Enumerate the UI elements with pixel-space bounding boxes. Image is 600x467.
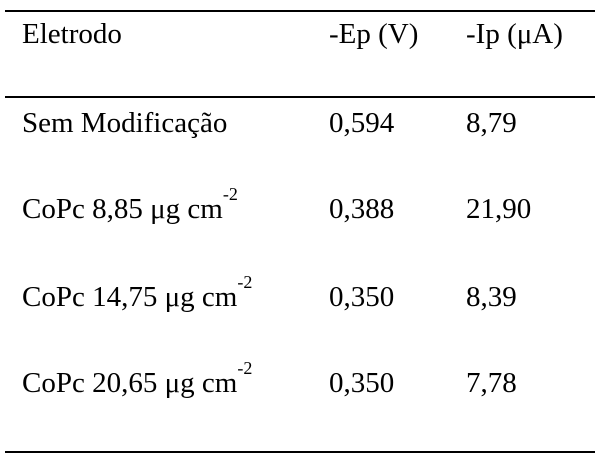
- bottom-rule: [5, 451, 595, 453]
- table-row: CoPc 8,85 μg cm-2 0,388 21,90: [0, 185, 600, 229]
- top-rule: [5, 10, 595, 12]
- electrode-name: Sem Modificação: [22, 107, 228, 139]
- table-row: CoPc 14,75 μg cm-2 0,350 8,39: [0, 273, 600, 317]
- ep-cell: 0,350: [329, 281, 395, 313]
- electrode-cell: Sem Modificação: [22, 103, 227, 143]
- header-ep: -Ep (V): [329, 18, 419, 50]
- header-rule: [5, 96, 595, 98]
- header-electrode: Eletrodo: [22, 18, 122, 50]
- electrode-name: CoPc 14,75 μg cm: [22, 281, 238, 313]
- ep-cell: 0,594: [329, 107, 395, 139]
- table-row: CoPc 20,65 μg cm-2 0,350 7,78: [0, 359, 600, 403]
- ip-cell: 7,78: [466, 367, 517, 399]
- electrode-cell: CoPc 20,65 μg cm-2: [22, 359, 252, 403]
- ip-cell: 8,39: [466, 281, 517, 313]
- header-ip: -Ip (μA): [466, 18, 563, 50]
- electrode-name: CoPc 20,65 μg cm: [22, 367, 238, 399]
- ip-cell: 21,90: [466, 193, 532, 225]
- ep-cell: 0,388: [329, 193, 395, 225]
- unit-exponent: -2: [237, 358, 253, 378]
- electrode-name: CoPc 8,85 μg cm: [22, 193, 223, 225]
- table-row: Sem Modificação 0,594 8,79: [0, 103, 600, 143]
- electrode-cell: CoPc 8,85 μg cm-2: [22, 185, 238, 229]
- table-header-row: Eletrodo -Ep (V) -Ip (μA): [0, 14, 600, 54]
- unit-exponent: -2: [222, 184, 238, 204]
- ip-cell: 8,79: [466, 107, 517, 139]
- electrode-cell: CoPc 14,75 μg cm-2: [22, 273, 252, 317]
- unit-exponent: -2: [237, 272, 253, 292]
- ep-cell: 0,350: [329, 367, 395, 399]
